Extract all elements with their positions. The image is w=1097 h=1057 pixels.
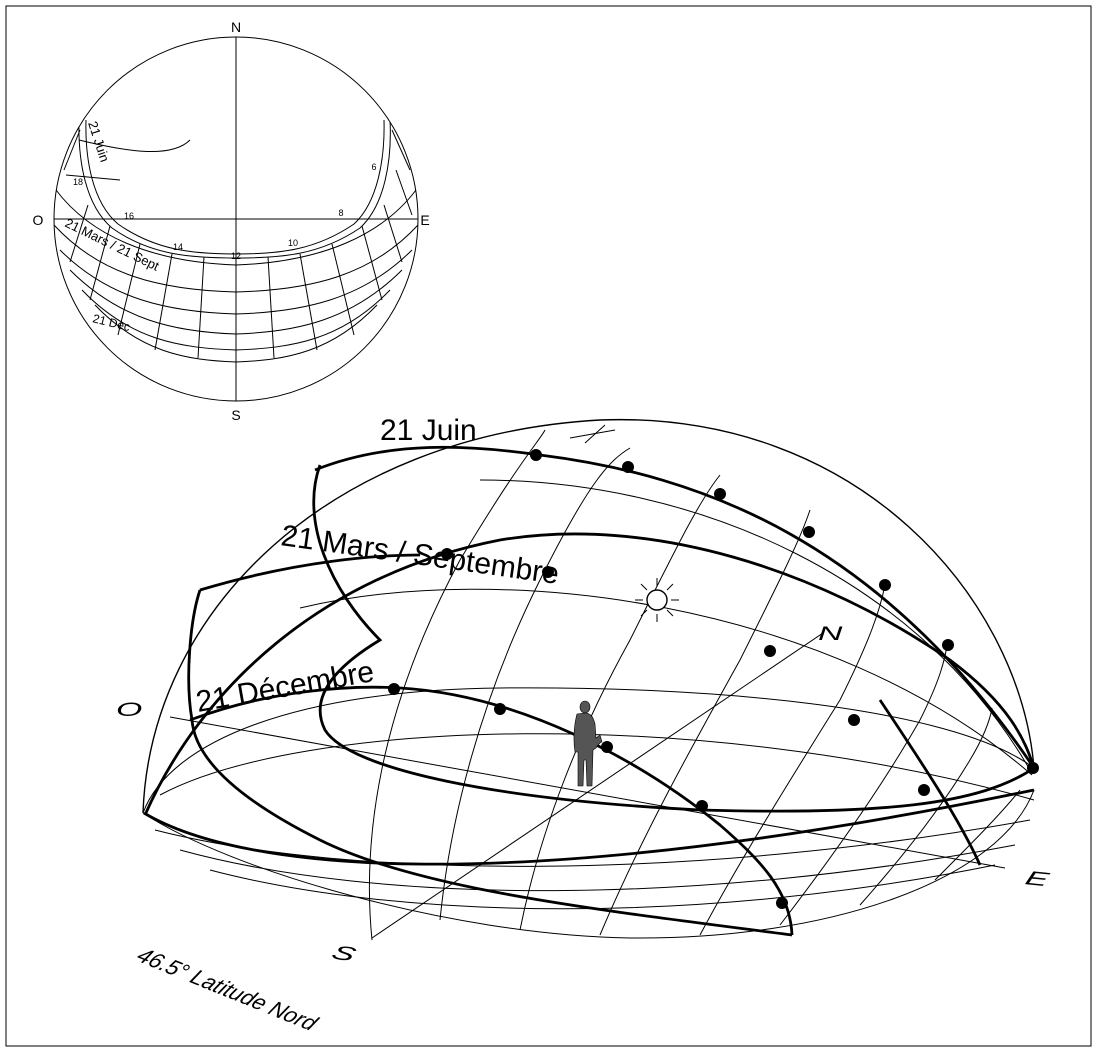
meridian-5: [699, 584, 886, 936]
stereo-december-label: 21 Dec: [91, 311, 131, 334]
june-path-inner: [85, 119, 385, 255]
hour-dot: [601, 741, 613, 753]
meridian-4: [599, 509, 811, 936]
hour-line-10: [299, 253, 318, 351]
december-path-line: [189, 685, 794, 936]
hour-dot: [622, 461, 634, 473]
meridian-7: [859, 707, 993, 906]
hour-dot: [530, 449, 542, 461]
dome-north-label: N: [818, 622, 842, 644]
hour-label-6: 6: [371, 162, 376, 172]
hour-dot: [803, 526, 815, 538]
equinox-west-segment: [199, 553, 421, 592]
page-frame: [5, 5, 1092, 1047]
hour-dot: [441, 548, 453, 560]
sun-icon: [635, 578, 679, 622]
dome-december-label: 21 Décembre: [193, 655, 376, 719]
hour-label-12: 12: [231, 251, 241, 261]
stereo-east-label: E: [420, 212, 429, 228]
hour-label-8: 8: [338, 208, 343, 218]
horizon-thick-line: [143, 788, 1035, 866]
hour-line-9: [331, 243, 355, 336]
hour-label-10: 10: [288, 238, 298, 248]
dome-june-label: 21 Juin: [380, 414, 477, 447]
band-line-3: [59, 249, 413, 315]
hour-dot: [1027, 762, 1039, 774]
dome-east-label: E: [1023, 867, 1053, 891]
hour-dot: [542, 566, 554, 578]
hour-line-13: [197, 256, 205, 359]
band-line-4: [69, 269, 403, 335]
dome-outline: [142, 419, 1035, 814]
meridian-6: [779, 639, 949, 926]
hour-line-a: [78, 139, 191, 153]
stereo-west-label: O: [33, 212, 44, 228]
stereographic-diagram: N S O E 21 Juin 21 Mars / 21 Sept 21 Dec…: [33, 19, 430, 423]
hour-dot: [494, 703, 506, 715]
person-figure: [573, 700, 603, 787]
hour-line-18: [65, 174, 121, 181]
sun-path-bands: [54, 119, 418, 363]
sun-dome-diagram: 21 Juin 21 Mars / Septembre 21 Décembre …: [116, 414, 1052, 1035]
latitude-label: 46.5° Latitude Nord: [132, 943, 323, 1035]
zenith-mark-tick: [584, 424, 606, 444]
december-lower-curve: [187, 589, 793, 937]
hour-dot: [388, 683, 400, 695]
meridian-2: [439, 447, 631, 921]
meridian-8: [934, 789, 1021, 881]
hour-dot: [918, 784, 930, 796]
hour-dot: [764, 645, 776, 657]
latitude-f: [209, 864, 996, 910]
june-path-line: [314, 445, 1036, 769]
hour-dot: [714, 488, 726, 500]
hour-line-5: [391, 129, 411, 171]
latitude-e: [179, 844, 1016, 892]
latitude-c: [159, 733, 1035, 801]
june-path-outer: [78, 119, 391, 259]
hour-line-19: [63, 129, 81, 171]
latitude-a: [479, 479, 1031, 771]
hour-line-16: [89, 225, 111, 301]
band-line-6: [94, 304, 378, 363]
band-line-2: [54, 224, 418, 293]
equinox-east-descent: [878, 699, 982, 866]
hour-line-8: [361, 225, 383, 301]
december-path: [81, 289, 391, 351]
hour-line-7: [383, 204, 403, 263]
june-lower-loop: [312, 464, 1035, 813]
hour-line-15: [117, 243, 141, 336]
hour-line-11: [267, 256, 275, 359]
hour-label-18: 18: [73, 177, 83, 187]
hour-label-14: 14: [173, 242, 183, 252]
dome-south-label: S: [328, 941, 360, 966]
stereo-south-label: S: [231, 407, 240, 423]
hour-dot: [942, 639, 954, 651]
latitude-b: [299, 588, 1033, 776]
band-line-1: [55, 189, 417, 266]
hour-line-6: [395, 169, 413, 216]
stereo-june-label: 21 Juin: [85, 119, 112, 164]
hour-line-17: [69, 204, 89, 263]
stereo-north-label: N: [231, 19, 241, 35]
hour-dot: [879, 579, 891, 591]
dome-equinox-label: 21 Mars / Septembre: [279, 519, 561, 591]
hour-line-14: [154, 253, 173, 351]
hour-label-16: 16: [124, 211, 134, 221]
hour-dot: [848, 714, 860, 726]
ground-ellipse-front: [142, 789, 1035, 939]
meridian-3: [519, 474, 721, 931]
dome-west-label: O: [116, 698, 142, 720]
equinox-path-line: [143, 532, 1036, 816]
north-south-axis-3d: [371, 632, 824, 939]
hour-dot: [696, 800, 708, 812]
hour-dot: [776, 897, 788, 909]
ground-ellipse-back: [142, 687, 1035, 814]
zenith-mark: [569, 429, 616, 439]
